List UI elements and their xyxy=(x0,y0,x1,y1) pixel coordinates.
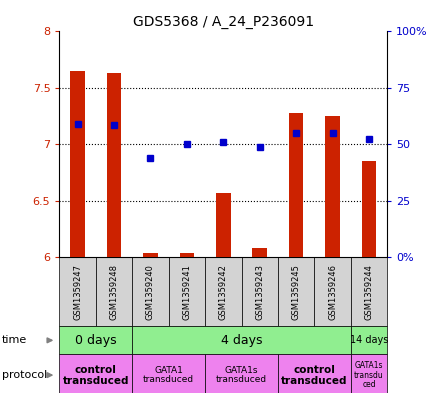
Bar xyxy=(107,73,121,257)
Text: GATA1s
transdu
ced: GATA1s transdu ced xyxy=(354,361,384,389)
Bar xyxy=(59,354,132,393)
Text: GSM1359241: GSM1359241 xyxy=(182,264,191,320)
Text: 14 days: 14 days xyxy=(350,335,388,345)
Text: GSM1359242: GSM1359242 xyxy=(219,264,228,320)
Bar xyxy=(96,257,132,326)
Bar xyxy=(278,257,314,326)
Bar xyxy=(278,354,351,393)
Bar xyxy=(59,257,96,326)
Bar xyxy=(132,354,205,393)
Bar xyxy=(314,257,351,326)
Bar xyxy=(351,354,387,393)
Bar xyxy=(351,257,387,326)
Text: GSM1359245: GSM1359245 xyxy=(292,264,301,320)
Bar xyxy=(253,248,267,257)
Bar xyxy=(132,326,351,354)
Title: GDS5368 / A_24_P236091: GDS5368 / A_24_P236091 xyxy=(133,15,314,29)
Text: GATA1s
transduced: GATA1s transduced xyxy=(216,366,267,384)
Text: protocol: protocol xyxy=(2,370,48,380)
Bar xyxy=(242,257,278,326)
Bar xyxy=(169,257,205,326)
Text: time: time xyxy=(2,335,27,345)
Text: GATA1
transduced: GATA1 transduced xyxy=(143,366,194,384)
Text: 4 days: 4 days xyxy=(221,334,262,347)
Text: GSM1359248: GSM1359248 xyxy=(110,264,118,320)
Bar xyxy=(205,354,278,393)
Text: control
transduced: control transduced xyxy=(281,365,348,386)
Text: GSM1359240: GSM1359240 xyxy=(146,264,155,320)
Text: control
transduced: control transduced xyxy=(62,365,129,386)
Text: GSM1359246: GSM1359246 xyxy=(328,264,337,320)
Text: GSM1359244: GSM1359244 xyxy=(364,264,374,320)
Bar xyxy=(70,71,85,257)
Text: 0 days: 0 days xyxy=(75,334,117,347)
Bar xyxy=(351,326,387,354)
Bar xyxy=(143,253,158,257)
Bar xyxy=(216,193,231,257)
Bar xyxy=(289,113,304,257)
Bar xyxy=(132,257,169,326)
Bar xyxy=(59,326,132,354)
Text: GSM1359243: GSM1359243 xyxy=(255,264,264,320)
Text: GSM1359247: GSM1359247 xyxy=(73,264,82,320)
Bar xyxy=(205,257,242,326)
Bar xyxy=(180,253,194,257)
Bar xyxy=(325,116,340,257)
Bar xyxy=(362,162,376,257)
